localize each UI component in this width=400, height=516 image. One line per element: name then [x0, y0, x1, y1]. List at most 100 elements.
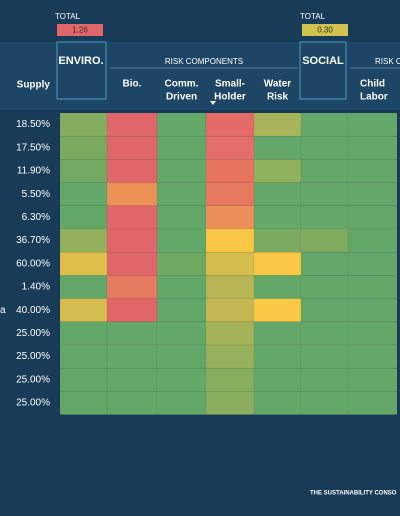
heat-cell — [347, 205, 398, 230]
heat-cell — [347, 228, 398, 253]
heat-cell — [156, 159, 207, 183]
heat-cell — [205, 159, 255, 183]
heat-cell — [106, 159, 158, 183]
heat-cell — [156, 228, 207, 253]
total-box — [57, 24, 103, 36]
heat-cell — [347, 159, 398, 183]
group-header: RISK COMPONENTS — [165, 57, 243, 66]
supply-value: 25.00% — [16, 374, 50, 385]
heat-cell — [253, 182, 302, 207]
supply-value: 25.00% — [16, 398, 50, 409]
heat-cell — [156, 205, 207, 230]
heat-cell — [156, 112, 207, 137]
heat-cell — [156, 367, 207, 392]
heat-cell — [300, 228, 349, 253]
heat-cell — [253, 112, 302, 137]
heat-cell — [156, 344, 207, 369]
heat-cell — [300, 251, 349, 276]
heat-cell — [253, 135, 302, 160]
group-header: RISK C — [375, 57, 400, 66]
supply-value: 25.00% — [16, 351, 50, 362]
heat-cell — [59, 182, 108, 207]
supply-value: 40.00% — [16, 305, 50, 316]
heat-cell — [347, 321, 398, 346]
heat-cell — [59, 159, 108, 183]
heat-cell — [59, 228, 108, 253]
enviro-header[interactable]: ENVIRO. — [58, 55, 103, 67]
header-band — [0, 42, 400, 110]
heat-cell — [347, 275, 398, 299]
supply-value: 36.70% — [16, 235, 50, 246]
column-header: Driven — [166, 92, 197, 103]
social-box — [299, 41, 347, 100]
heat-cell — [347, 182, 398, 207]
heat-cell — [106, 182, 158, 207]
heat-cell — [106, 391, 158, 415]
heat-cell — [156, 275, 207, 299]
heat-cell — [300, 112, 349, 137]
heatmap: TOTAL 1.26 TOTAL 0.30 Bio. Comm. Driven Small- H… — [0, 12, 398, 415]
heat-cell — [205, 135, 255, 160]
heat-cell — [300, 135, 349, 160]
heat-cell — [156, 135, 207, 160]
heat-cell — [253, 228, 302, 253]
supply-value: 11.90% — [17, 166, 50, 177]
heat-cell — [59, 251, 108, 276]
enviro-box — [56, 41, 107, 100]
heat-cell — [300, 182, 349, 207]
total-label: TOTAL — [300, 12, 326, 21]
heat-cell — [205, 112, 255, 137]
heat-cell — [300, 159, 349, 183]
heat-cell — [156, 391, 207, 415]
total-box — [302, 24, 348, 36]
social-header[interactable]: SOCIAL — [302, 55, 344, 67]
heat-cell — [205, 367, 255, 392]
supply-value: 6.30% — [22, 212, 50, 223]
total-value: 0.30 — [317, 26, 333, 35]
supply-value: 60.00% — [16, 258, 50, 269]
footer: THE SUSTAINABILITY CONSO — [310, 491, 397, 497]
supply-value: 1.40% — [22, 282, 50, 293]
heat-cell — [205, 251, 255, 276]
heat-cell — [59, 275, 108, 299]
heat-cell — [59, 321, 108, 346]
heat-cell — [253, 391, 302, 415]
heat-cell — [300, 205, 349, 230]
heat-cell — [205, 228, 255, 253]
heat-cell — [300, 298, 349, 323]
supply-header: Supply — [17, 80, 51, 91]
heat-cell — [59, 112, 108, 137]
heat-cell — [59, 344, 108, 369]
total-value: 1.26 — [72, 26, 88, 35]
column-header: Holder — [214, 92, 246, 103]
heat-cell — [300, 321, 349, 346]
column-header: Water — [264, 79, 292, 90]
heat-cell — [106, 228, 158, 253]
heat-cell — [205, 298, 255, 323]
supply-value: 18.50% — [16, 119, 50, 130]
heat-cell — [347, 298, 398, 323]
heat-cell — [347, 135, 398, 160]
heat-cell — [253, 321, 302, 346]
heat-cell — [205, 391, 255, 415]
supply-value: 25.00% — [16, 328, 50, 339]
heat-cell — [59, 205, 108, 230]
heat-cell — [156, 182, 207, 207]
row-label: a — [0, 305, 6, 316]
heat-cell — [253, 344, 302, 369]
heat-cell — [253, 159, 302, 183]
heat-cell — [253, 298, 302, 323]
heat-cell — [300, 344, 349, 369]
column-header: Labor — [360, 92, 388, 103]
heat-cell — [106, 205, 158, 230]
column-header: Child — [360, 79, 385, 90]
sort-arrow[interactable] — [210, 101, 216, 105]
heat-cell — [106, 275, 158, 299]
heat-cell — [205, 182, 255, 207]
heat-cell — [300, 275, 349, 299]
column-header: Bio. — [123, 79, 142, 90]
heat-cell — [205, 321, 255, 346]
heat-cell — [347, 344, 398, 369]
